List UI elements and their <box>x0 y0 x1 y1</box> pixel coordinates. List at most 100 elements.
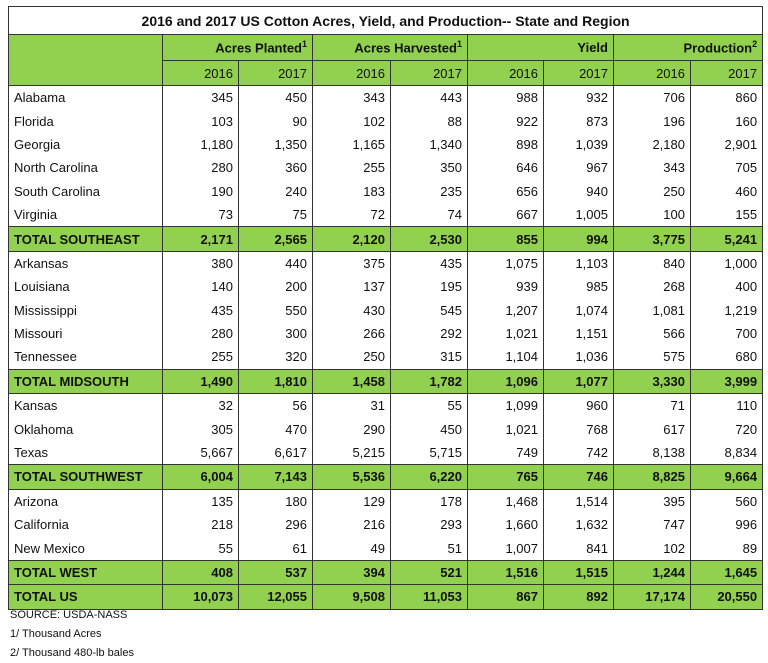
group-label: Acres Planted <box>215 40 302 56</box>
cell-value: 575 <box>613 345 691 370</box>
cell-value: 656 <box>467 179 544 203</box>
cell-value: 178 <box>390 488 468 514</box>
group-header: Production2 <box>612 34 764 61</box>
cell-value: 6,220 <box>390 464 468 490</box>
row-label: TOTAL SOUTHWEST <box>8 464 163 490</box>
cell-value: 11,053 <box>390 584 468 610</box>
cell-value: 1,632 <box>543 513 614 537</box>
cell-value: 300 <box>238 321 313 346</box>
cell-value: 1,075 <box>467 250 544 276</box>
row-label: New Mexico <box>8 536 163 561</box>
cell-value: 235 <box>390 179 468 203</box>
state-row: Arkansas 380 440 375 435 1,075 1,103 840 1,000 <box>8 250 764 276</box>
cell-value: 994 <box>543 226 614 252</box>
cell-value: 32 <box>162 393 239 418</box>
cell-value: 550 <box>238 298 313 322</box>
cell-value: 1,219 <box>689 298 764 322</box>
cell-value: 1,244 <box>613 559 691 586</box>
cell-value: 2,120 <box>312 226 391 252</box>
cell-value: 840 <box>613 250 691 276</box>
cell-value: 190 <box>162 179 239 203</box>
cell-value: 706 <box>613 85 691 110</box>
cell-value: 1,074 <box>543 298 614 322</box>
footnote: SOURCE: USDA-NASS <box>10 609 128 621</box>
row-label: Alabama <box>8 85 163 110</box>
year-header: 2017 <box>543 60 614 86</box>
cell-value: 110 <box>689 393 764 418</box>
cell-value: 1,104 <box>467 345 544 370</box>
cell-value: 61 <box>238 536 313 561</box>
footnote: 1/ Thousand Acres <box>10 628 102 640</box>
cell-value: 521 <box>390 559 468 586</box>
cell-value: 160 <box>689 109 764 133</box>
year-header: 2017 <box>390 60 468 86</box>
cell-value: 350 <box>390 156 468 180</box>
cell-value: 967 <box>543 156 614 180</box>
cell-value: 1,810 <box>238 368 313 395</box>
row-label: Kansas <box>8 393 163 418</box>
cell-value: 435 <box>162 298 239 322</box>
cell-value: 1,645 <box>689 559 764 586</box>
row-label: TOTAL MIDSOUTH <box>8 368 163 395</box>
cell-value: 49 <box>312 536 391 561</box>
cell-value: 1,039 <box>543 132 614 157</box>
row-label: South Carolina <box>8 179 163 203</box>
group-header: Acres Harvested1 <box>312 34 468 61</box>
cell-value: 103 <box>162 109 239 133</box>
total-row: TOTAL SOUTHWEST 6,004 7,143 5,536 6,220 765 74… <box>8 464 764 490</box>
cell-value: 7,143 <box>238 464 313 490</box>
cell-value: 394 <box>312 559 391 586</box>
cell-value: 72 <box>312 202 391 227</box>
cell-value: 9,508 <box>312 584 391 610</box>
group-header: Yield <box>467 34 614 61</box>
group-label: Yield <box>577 40 608 55</box>
cell-value: 680 <box>689 345 764 370</box>
cell-value: 9,664 <box>689 464 764 490</box>
cell-value: 2,171 <box>162 226 239 252</box>
cell-value: 960 <box>543 393 614 418</box>
cell-value: 430 <box>312 298 391 322</box>
cell-value: 1,103 <box>543 250 614 276</box>
cell-value: 667 <box>467 202 544 227</box>
cell-value: 1,468 <box>467 488 544 514</box>
cell-value: 266 <box>312 321 391 346</box>
cell-value: 705 <box>689 156 764 180</box>
year-header: 2016 <box>467 60 544 86</box>
cell-value: 1,782 <box>390 368 468 395</box>
state-row: South Carolina 190 240 183 235 656 940 250 460 <box>8 179 764 203</box>
cell-value: 470 <box>238 417 313 441</box>
state-row: Alabama 345 450 343 443 988 932 706 860 <box>8 85 764 110</box>
cell-value: 892 <box>543 584 614 610</box>
cell-value: 1,099 <box>467 393 544 418</box>
cell-value: 6,004 <box>162 464 239 490</box>
state-row: New Mexico 55 61 49 51 1,007 841 102 89 <box>8 536 764 561</box>
cell-value: 17,174 <box>613 584 691 610</box>
cell-value: 5,667 <box>162 440 239 465</box>
cell-value: 75 <box>238 202 313 227</box>
cell-value: 183 <box>312 179 391 203</box>
row-label: Tennessee <box>8 345 163 370</box>
total-row: TOTAL SOUTHEAST 2,171 2,565 2,120 2,530 855 99… <box>8 226 764 252</box>
cell-value: 1,081 <box>613 298 691 322</box>
cell-value: 746 <box>543 464 614 490</box>
row-label: Georgia <box>8 132 163 157</box>
cell-value: 293 <box>390 513 468 537</box>
footnote-ref: 1 <box>301 39 307 50</box>
cell-value: 315 <box>390 345 468 370</box>
cell-value: 617 <box>613 417 691 441</box>
cell-value: 747 <box>613 513 691 537</box>
cell-value: 5,715 <box>390 440 468 465</box>
state-row: Georgia 1,180 1,350 1,165 1,340 898 1,039 2,180… <box>8 132 764 157</box>
cell-value: 768 <box>543 417 614 441</box>
cell-value: 922 <box>467 109 544 133</box>
cell-value: 537 <box>238 559 313 586</box>
cell-value: 380 <box>162 250 239 276</box>
cell-value: 135 <box>162 488 239 514</box>
cell-value: 305 <box>162 417 239 441</box>
cell-value: 55 <box>162 536 239 561</box>
cell-value: 137 <box>312 275 391 299</box>
cell-value: 196 <box>613 109 691 133</box>
cell-value: 2,901 <box>689 132 764 157</box>
cell-value: 1,340 <box>390 132 468 157</box>
row-label: TOTAL WEST <box>8 559 163 586</box>
